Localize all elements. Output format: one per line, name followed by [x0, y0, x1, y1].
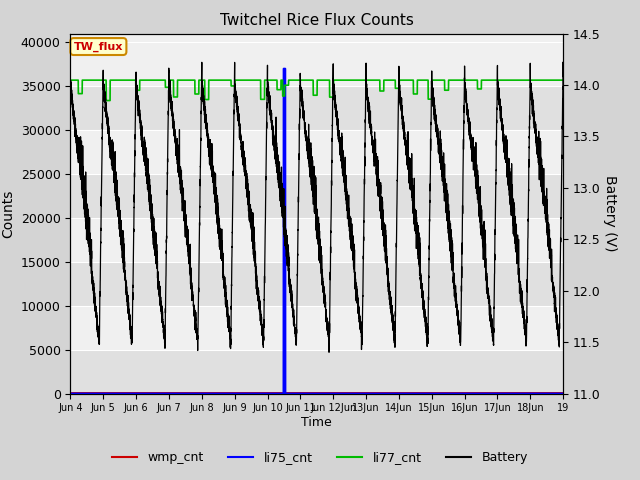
- Legend: wmp_cnt, li75_cnt, li77_cnt, Battery: wmp_cnt, li75_cnt, li77_cnt, Battery: [107, 446, 533, 469]
- Y-axis label: Battery (V): Battery (V): [604, 175, 618, 252]
- X-axis label: Time: Time: [301, 416, 332, 429]
- Bar: [70, 86, 563, 130]
- Bar: [70, 130, 563, 174]
- Bar: [70, 306, 563, 350]
- Bar: [70, 262, 563, 306]
- Bar: [70, 218, 563, 262]
- Y-axis label: Counts: Counts: [1, 190, 15, 238]
- Title: Twitchel Rice Flux Counts: Twitchel Rice Flux Counts: [220, 13, 413, 28]
- Bar: [70, 42, 563, 86]
- Bar: [70, 174, 563, 218]
- Text: TW_flux: TW_flux: [74, 41, 123, 52]
- Bar: [70, 350, 563, 394]
